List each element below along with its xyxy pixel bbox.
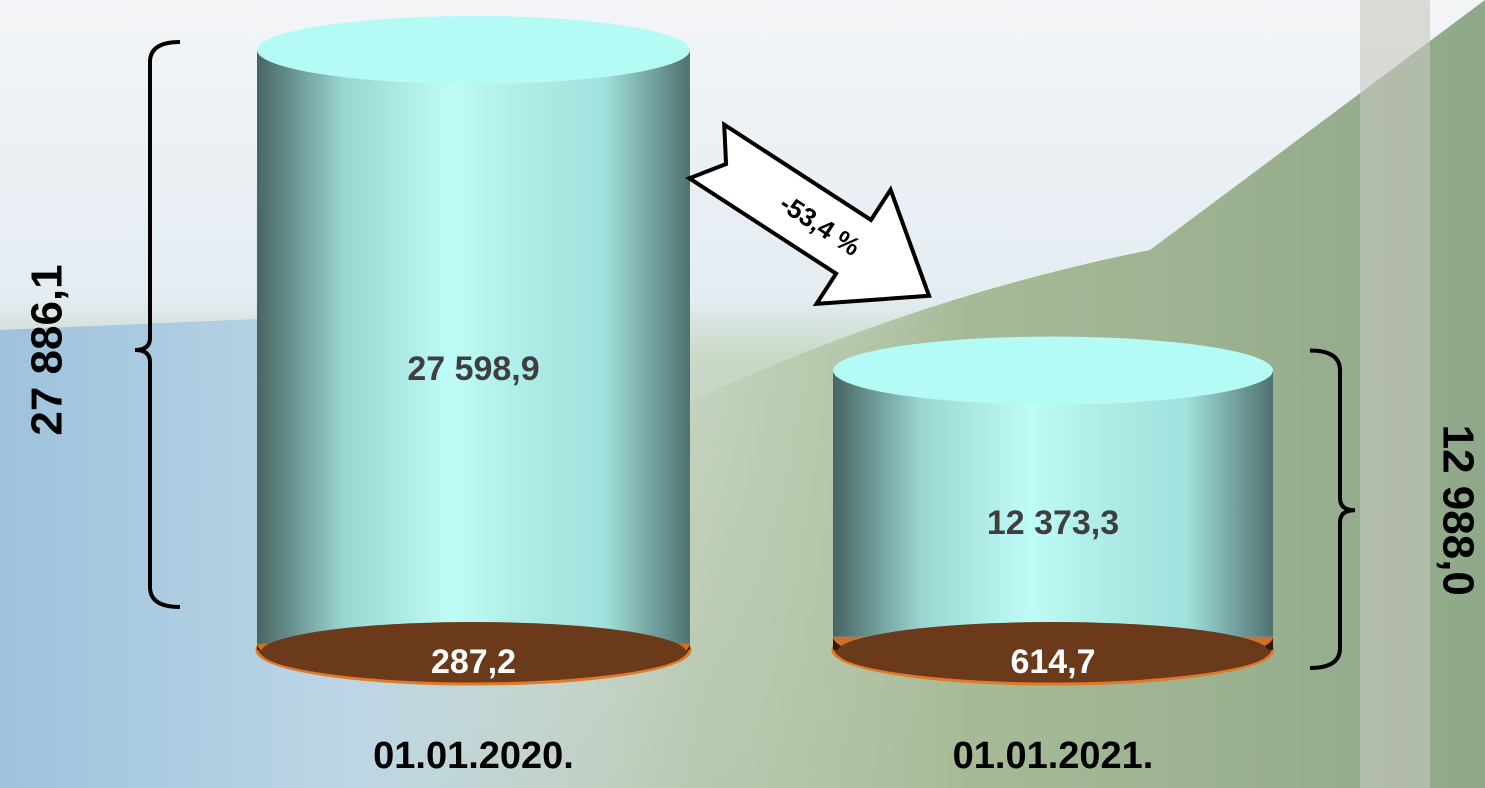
category-label: 01.01.2020.	[373, 735, 574, 777]
cylinders	[255, 16, 1275, 686]
value-label: 27 598,9	[407, 350, 539, 388]
segment-shade	[833, 370, 1273, 637]
segment-top	[257, 16, 690, 84]
category-label: 01.01.2021.	[953, 735, 1154, 777]
cylinder-segment	[833, 336, 1273, 637]
arrow-shape	[684, 120, 932, 307]
segment-top	[833, 336, 1273, 405]
total-brace	[1309, 348, 1356, 670]
segment-shade	[257, 50, 690, 644]
cylinder-segment	[257, 16, 690, 644]
total-label: 12 988,0	[1433, 425, 1482, 596]
base-face	[261, 622, 686, 682]
value-label: 614,7	[1010, 643, 1095, 681]
total-brace	[134, 40, 181, 609]
value-label: 12 373,3	[987, 504, 1119, 542]
total-label: 27 886,1	[23, 264, 72, 435]
value-label: 287,2	[431, 643, 516, 681]
base-face	[837, 622, 1269, 682]
